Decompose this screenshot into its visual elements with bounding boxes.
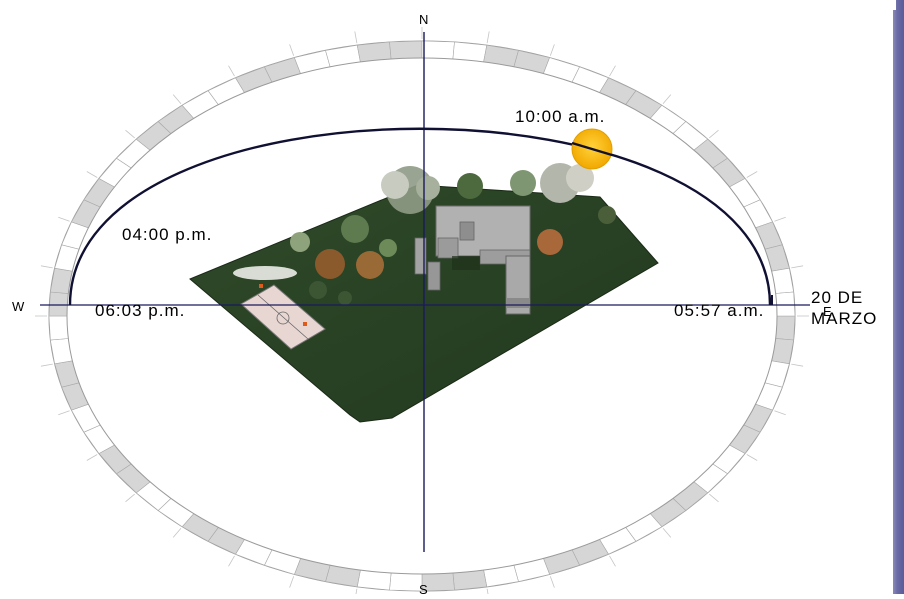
compass-tick [549, 576, 555, 588]
compass-tick [549, 44, 555, 56]
compass-axes [40, 32, 810, 552]
ring-segment [775, 291, 796, 317]
compass-east: E [823, 304, 832, 319]
ring-segment [775, 315, 796, 341]
compass-tick [86, 454, 98, 461]
sun-icon [571, 128, 613, 170]
compass-tick [354, 31, 358, 44]
compass-tick [86, 171, 98, 178]
compass-tick [172, 94, 182, 105]
time-afternoon: 04:00 p.m. [122, 225, 212, 244]
compass-tick [40, 363, 53, 367]
compass-tick [354, 588, 358, 599]
compass-north: N [419, 12, 428, 27]
ring-segment [389, 572, 423, 592]
compass-west: W [12, 299, 25, 314]
compass-tick [774, 410, 786, 416]
ring-segment [389, 40, 423, 60]
compass-tick [228, 555, 235, 567]
compass-tick [609, 555, 616, 567]
compass-tick [40, 265, 53, 269]
compass-tick [289, 576, 295, 588]
compass-tick [791, 363, 804, 367]
date-line-2: MARZO [811, 309, 877, 328]
sports-court [240, 284, 326, 350]
compass-tick [791, 265, 804, 269]
date-line-1: 20 DE [811, 288, 863, 307]
compass-tick [709, 493, 719, 503]
ring-segment [421, 40, 455, 60]
compass-tick [774, 216, 786, 222]
ring-segments [48, 40, 796, 592]
compass-tick [58, 216, 70, 222]
side-accent-bar-notch [886, 0, 896, 10]
compass-tick [746, 454, 758, 461]
compass-tick [172, 527, 182, 538]
trees [233, 163, 616, 305]
compass-tick [486, 31, 490, 44]
sun-path [68, 127, 772, 306]
tick-marks [35, 27, 809, 599]
compass-tick [662, 527, 672, 538]
compass-tick [609, 65, 616, 77]
compass-tick [289, 44, 295, 56]
side-accent-bar [893, 0, 904, 594]
compass-tick [746, 171, 758, 178]
compass-tick [58, 410, 70, 416]
time-morning: 10:00 a.m. [515, 107, 605, 126]
compass-tick [125, 129, 135, 139]
compass-tick [486, 588, 490, 599]
ring-segment [48, 315, 69, 341]
compass-tick [662, 94, 672, 105]
compass-tick [125, 493, 135, 503]
compass-tick [709, 129, 719, 139]
compass-tick [228, 65, 235, 77]
time-sunrise: 05:57 a.m. [674, 301, 764, 320]
compass-south: S [419, 582, 428, 594]
ring-segment [48, 291, 69, 317]
house-model [414, 205, 531, 315]
time-sunset: 06:03 p.m. [95, 301, 185, 320]
